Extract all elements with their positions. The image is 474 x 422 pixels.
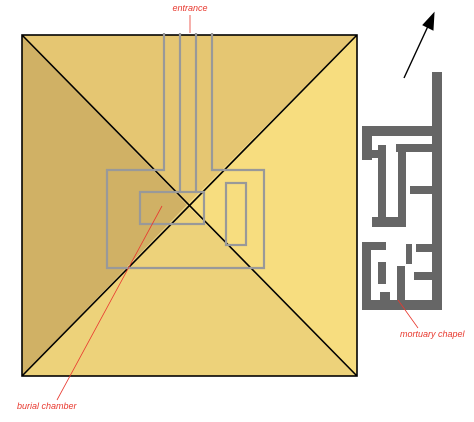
entrance-corridor-outer bbox=[105, 33, 266, 270]
burial-chamber-leader bbox=[56, 205, 163, 401]
pyramid-face-left bbox=[22, 35, 187, 376]
pyramid-face-right bbox=[187, 35, 357, 376]
pyramid bbox=[21, 34, 358, 377]
internal-passages bbox=[105, 33, 266, 270]
mortuary-chapel-leader bbox=[397, 299, 419, 329]
mortuary-chapel-label: mortuary chapel bbox=[400, 329, 466, 339]
pyramid-face-bottom bbox=[22, 205, 357, 376]
burial-chamber bbox=[138, 190, 206, 226]
leader-lines bbox=[56, 15, 419, 401]
burial-chamber-label: burial chamber bbox=[17, 401, 78, 411]
pyramid-face-top bbox=[22, 35, 357, 205]
mortuary-chapel bbox=[362, 72, 442, 310]
side-chamber bbox=[224, 181, 248, 247]
pyramid-diagonal-b bbox=[21, 34, 358, 377]
north-arrow-icon bbox=[403, 11, 435, 79]
pyramid-outline bbox=[21, 34, 358, 377]
entrance-label: entrance bbox=[172, 3, 207, 13]
